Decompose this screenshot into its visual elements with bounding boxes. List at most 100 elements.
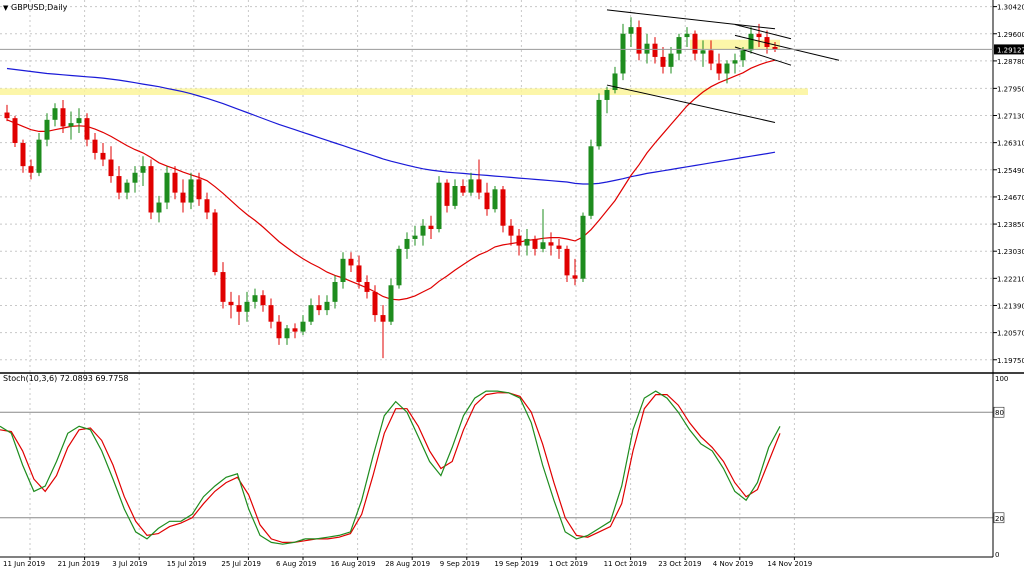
candle-body (180, 192, 186, 203)
price-tick-label: 1.26310 (997, 140, 1024, 148)
candle-body (220, 272, 226, 302)
candle-body (556, 245, 562, 249)
time-tick-label: 15 Jul 2019 (167, 560, 207, 568)
candle-body (308, 305, 314, 322)
candle-body (36, 139, 42, 173)
candle-body (340, 258, 346, 282)
time-tick-label: 3 Jul 2019 (112, 560, 147, 568)
price-tick-label: 1.22210 (997, 275, 1024, 283)
time-tick-label: 14 Nov 2019 (767, 560, 812, 568)
candle-body (676, 37, 682, 54)
candle-body (4, 112, 10, 119)
channel-line (734, 46, 792, 66)
candle-body (324, 301, 330, 311)
candle-body (532, 238, 538, 249)
price-tick-label: 1.19750 (997, 357, 1024, 365)
candle-body (428, 225, 434, 230)
candle-body (164, 172, 170, 203)
time-tick-label: 28 Aug 2019 (385, 560, 430, 568)
candle-body (348, 258, 354, 266)
candle-body (156, 202, 162, 213)
candle-body (572, 275, 578, 279)
channel-line (606, 9, 776, 30)
price-zone (0, 88, 808, 95)
candle-body (244, 301, 250, 312)
candle-body (700, 50, 706, 54)
candle-body (364, 281, 370, 292)
candle-body (396, 248, 402, 286)
candle-body (196, 179, 202, 200)
channel-line (734, 34, 840, 61)
candle-body (28, 166, 34, 173)
time-tick-label: 25 Jul 2019 (221, 560, 261, 568)
candle-body (716, 63, 722, 74)
stoch-d-line (0, 392, 781, 544)
candle-body (772, 46, 778, 50)
candle-body (604, 90, 610, 100)
candle-body (92, 139, 98, 153)
candle-body (724, 63, 730, 74)
candle-body (492, 189, 498, 210)
candle-body (420, 225, 426, 236)
stoch-level-tag (993, 512, 1005, 524)
candle-body (52, 108, 58, 120)
candle-body (732, 60, 738, 64)
candle-body (300, 321, 306, 332)
candle-body (20, 142, 26, 167)
time-tick-label: 11 Jun 2019 (3, 560, 45, 568)
candle-body (100, 152, 106, 160)
candle-body (412, 235, 418, 239)
price-tick-label: 1.23030 (997, 248, 1024, 256)
candle-body (692, 33, 698, 54)
candle-body (60, 108, 66, 127)
candle-body (620, 33, 626, 74)
dropdown-icon[interactable]: ▼ (3, 4, 9, 12)
price-tick-label: 1.25490 (997, 167, 1024, 175)
candle-body (132, 172, 138, 183)
candle-body (12, 118, 18, 143)
candle-body (588, 146, 594, 216)
price-tick-label: 1.29600 (997, 31, 1024, 39)
candle-body (764, 37, 770, 47)
candle-body (436, 182, 442, 230)
price-tick-label: 1.30420 (997, 4, 1024, 12)
price-tick-label: 1.21390 (997, 302, 1024, 310)
candle-body (68, 123, 74, 127)
stoch-grid (0, 373, 993, 557)
candle-body (628, 27, 634, 34)
candle-body (748, 33, 754, 51)
candle-body (484, 192, 490, 210)
candle-body (460, 186, 466, 193)
time-tick-label: 6 Aug 2019 (276, 560, 316, 568)
candle-body (260, 295, 266, 306)
candle-body (404, 238, 410, 249)
time-tick-label: 11 Oct 2019 (604, 560, 647, 568)
current-price-tag (994, 44, 1024, 55)
price-tick-label: 1.23850 (997, 221, 1024, 229)
candle-body (636, 27, 642, 54)
candle-body (548, 242, 554, 246)
support-resistance-zones (0, 39, 808, 95)
time-tick-label: 1 Oct 2019 (549, 560, 588, 568)
candle-body (276, 321, 282, 339)
candle-body (500, 189, 506, 226)
candle-body (388, 285, 394, 322)
candle-body (596, 99, 602, 147)
candlesticks (4, 17, 778, 359)
candle-body (116, 176, 122, 193)
candle-body (188, 179, 194, 203)
candle-body (524, 238, 530, 246)
candle-body (332, 281, 338, 302)
chart-title: GBPUSD,Daily (11, 3, 68, 12)
current-price-label: 1.29127 (997, 46, 1024, 54)
stoch-tick-label: 80 (995, 409, 1004, 417)
channel-lines (606, 9, 840, 123)
candle-body (452, 186, 458, 206)
stoch-tick-label: 0 (995, 551, 999, 559)
candle-body (444, 182, 450, 206)
sma-slow-line (6, 67, 776, 185)
candle-body (756, 33, 762, 38)
candle-body (204, 199, 210, 213)
candle-body (740, 50, 746, 61)
candle-body (668, 53, 674, 67)
